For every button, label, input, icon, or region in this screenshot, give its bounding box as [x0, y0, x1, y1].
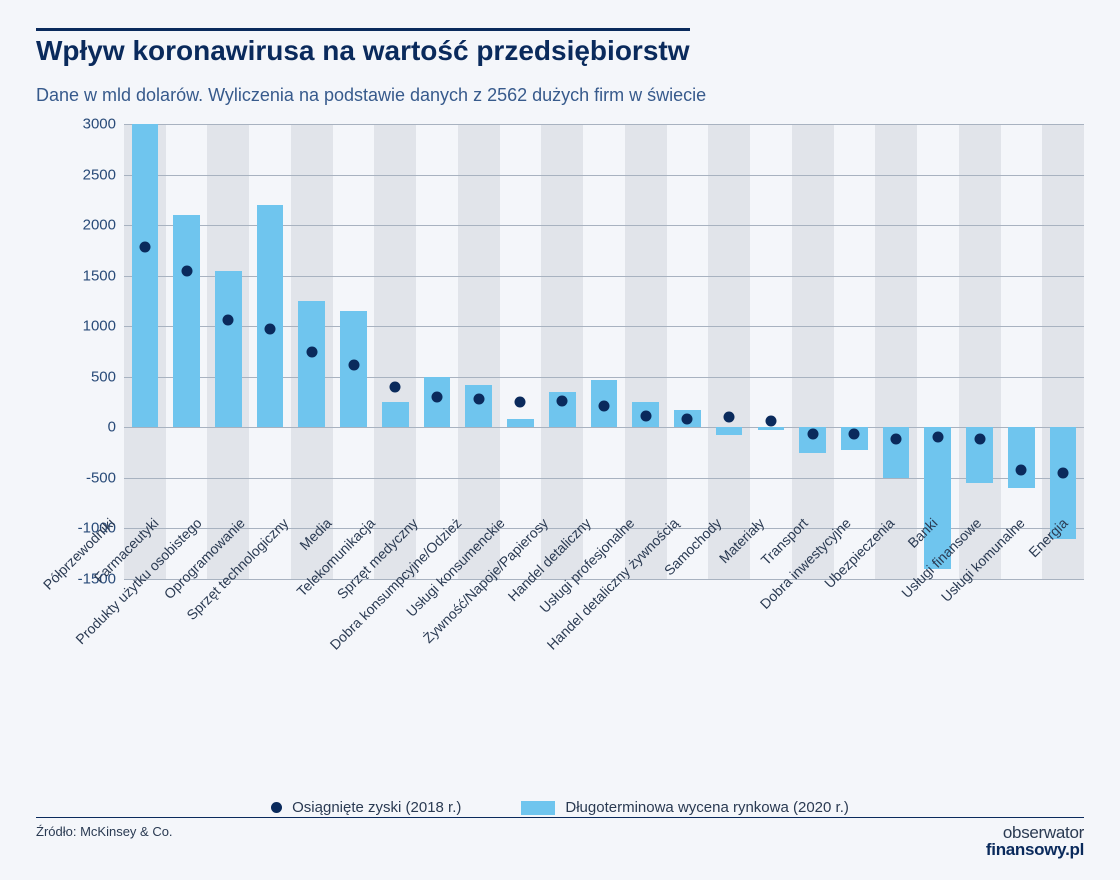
bar-slot	[750, 124, 792, 579]
bar-slot	[708, 124, 750, 579]
bar-slot	[249, 124, 291, 579]
bar-slot	[541, 124, 583, 579]
bar	[465, 385, 492, 427]
bar-slot	[333, 124, 375, 579]
scatter-dot	[640, 411, 651, 422]
x-label-slot: Energia	[1041, 512, 1084, 712]
scatter-dot	[1058, 467, 1069, 478]
scatter-dot	[974, 434, 985, 445]
source-label: Źródło: McKinsey & Co.	[36, 824, 173, 839]
scatter-dot	[807, 429, 818, 440]
bar-slot	[458, 124, 500, 579]
chart-subtitle: Dane w mld dolarów. Wyliczenia na podsta…	[36, 85, 1084, 106]
y-tick: 3000	[60, 116, 116, 133]
bar-slot	[291, 124, 333, 579]
y-tick: 1500	[60, 267, 116, 284]
bar-slot	[959, 124, 1001, 579]
legend-dot-label: Osiągnięte zyski (2018 r.)	[292, 799, 461, 816]
bar	[173, 215, 200, 427]
bar	[507, 419, 534, 427]
scatter-dot	[223, 315, 234, 326]
scatter-dot	[1016, 464, 1027, 475]
y-tick: -500	[60, 469, 116, 486]
footer: Źródło: McKinsey & Co. obserwator finans…	[36, 817, 1084, 858]
scatter-dot	[515, 397, 526, 408]
bars-layer	[124, 124, 1084, 579]
bar-slot	[792, 124, 834, 579]
legend-item-dots: Osiągnięte zyski (2018 r.)	[271, 799, 461, 816]
scatter-dot	[765, 416, 776, 427]
bar-slot	[374, 124, 416, 579]
y-tick: 1000	[60, 318, 116, 335]
x-label: Banki	[905, 515, 941, 551]
chart-area: -1500-1000-500050010001500200025003000	[68, 124, 1084, 579]
bar	[132, 124, 159, 427]
brand: obserwator finansowy.pl	[986, 824, 1084, 858]
scatter-dot	[139, 242, 150, 253]
x-label-slot: Ubezpieczenia	[867, 512, 910, 712]
x-axis-labels: PółprzewodnikiFarmaceutykiProdukty użytk…	[88, 512, 1084, 712]
scatter-dot	[682, 414, 693, 425]
y-tick: 500	[60, 368, 116, 385]
scatter-dot	[348, 359, 359, 370]
scatter-dot	[473, 394, 484, 405]
y-tick: 2000	[60, 217, 116, 234]
scatter-dot	[724, 412, 735, 423]
bar	[298, 301, 325, 427]
legend-dot-icon	[271, 802, 282, 813]
scatter-dot	[265, 324, 276, 335]
scatter-dot	[891, 434, 902, 445]
bar	[758, 427, 785, 430]
bar	[257, 205, 284, 427]
y-tick: 0	[60, 419, 116, 436]
scatter-dot	[432, 392, 443, 403]
scatter-dot	[306, 346, 317, 357]
y-axis: -1500-1000-500050010001500200025003000	[60, 124, 116, 579]
bar	[716, 427, 743, 435]
bar-slot	[917, 124, 959, 579]
legend: Osiągnięte zyski (2018 r.) Długoterminow…	[0, 799, 1120, 816]
bar-slot	[166, 124, 208, 579]
scatter-dot	[932, 432, 943, 443]
bar	[1008, 427, 1035, 488]
bar	[215, 271, 242, 428]
legend-bar-label: Długoterminowa wycena rynkowa (2020 r.)	[565, 799, 848, 816]
brand-top: obserwator	[986, 824, 1084, 841]
bar-slot	[583, 124, 625, 579]
bar-slot	[500, 124, 542, 579]
bar-slot	[1000, 124, 1042, 579]
bar	[382, 402, 409, 427]
bar-slot	[416, 124, 458, 579]
brand-bottom: finansowy.pl	[986, 841, 1084, 858]
y-tick: 2500	[60, 166, 116, 183]
legend-item-bars: Długoterminowa wycena rynkowa (2020 r.)	[521, 799, 848, 816]
scatter-dot	[557, 396, 568, 407]
scatter-dot	[849, 429, 860, 440]
scatter-dot	[390, 381, 401, 392]
bar-slot	[875, 124, 917, 579]
bar-slot	[625, 124, 667, 579]
bar-slot	[833, 124, 875, 579]
bar-slot	[124, 124, 166, 579]
scatter-dot	[181, 265, 192, 276]
chart-title: Wpływ koronawirusa na wartość przedsiębi…	[36, 28, 690, 67]
legend-bar-icon	[521, 801, 555, 815]
bar-slot	[1042, 124, 1084, 579]
bar-slot	[667, 124, 709, 579]
scatter-dot	[598, 401, 609, 412]
plot-area	[124, 124, 1084, 579]
bar-slot	[207, 124, 249, 579]
